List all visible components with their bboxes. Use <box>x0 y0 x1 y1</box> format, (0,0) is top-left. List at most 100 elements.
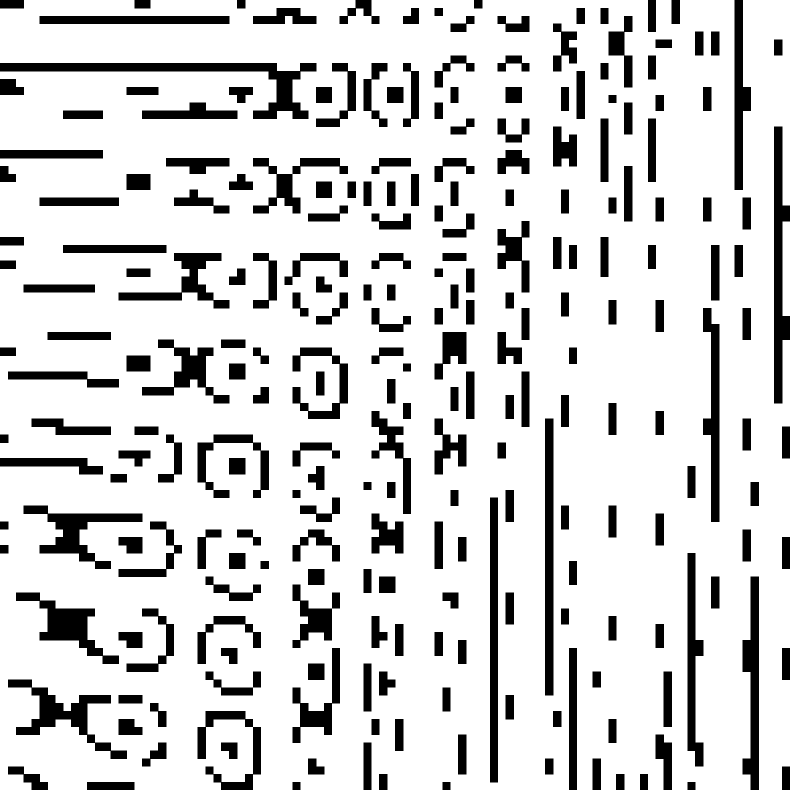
pattern-pixel <box>568 158 578 167</box>
pattern-pixel <box>94 647 104 657</box>
pattern-pixel <box>189 363 198 372</box>
pattern-pixel <box>711 442 720 451</box>
pattern-pixel <box>695 742 704 751</box>
pattern-pixel <box>110 197 119 206</box>
pattern-pixel <box>150 15 159 25</box>
pattern-pixel <box>742 221 751 230</box>
pattern-pixel <box>268 292 277 301</box>
pattern-pixel <box>79 197 88 206</box>
pattern-pixel <box>647 15 657 25</box>
pattern-pixel <box>553 252 562 262</box>
pattern-pixel <box>284 86 293 96</box>
pattern-pixel <box>442 782 451 790</box>
pattern-pixel <box>323 537 333 546</box>
pattern-pixel <box>442 703 451 712</box>
pattern-pixel <box>568 758 578 767</box>
pattern-pixel <box>734 94 743 104</box>
pattern-pixel <box>505 395 514 404</box>
pattern-pixel <box>505 86 514 96</box>
pattern-pixel <box>331 118 341 127</box>
pattern-pixel <box>395 158 404 167</box>
pattern-pixel <box>252 205 262 214</box>
pattern-pixel <box>750 489 759 499</box>
pattern-pixel <box>0 165 9 175</box>
pattern-pixel <box>687 639 696 649</box>
pattern-pixel <box>560 505 570 514</box>
pattern-pixel <box>165 647 175 657</box>
pattern-pixel <box>458 458 467 467</box>
pattern-pixel <box>402 458 412 467</box>
pattern-pixel <box>189 63 198 72</box>
pattern-pixel <box>205 292 214 301</box>
pattern-pixel <box>229 750 238 759</box>
pattern-pixel <box>181 197 190 206</box>
pattern-pixel <box>750 671 759 680</box>
pattern-pixel <box>379 687 388 696</box>
pattern-pixel <box>126 726 135 736</box>
pattern-pixel <box>39 600 48 609</box>
pattern-pixel <box>655 323 664 333</box>
pattern-pixel <box>7 173 17 183</box>
pattern-pixel <box>158 15 167 25</box>
pattern-pixel <box>624 63 633 72</box>
pattern-pixel <box>308 616 317 625</box>
pattern-pixel <box>489 639 499 649</box>
pattern-pixel <box>79 624 88 633</box>
pattern-pixel <box>7 237 17 246</box>
pattern-pixel <box>197 292 206 301</box>
pattern-pixel <box>742 323 751 333</box>
pattern-pixel <box>545 671 554 680</box>
pattern-pixel <box>434 647 443 657</box>
pattern-pixel <box>63 284 72 293</box>
pattern-pixel <box>331 687 341 696</box>
pattern-pixel <box>71 426 80 435</box>
pattern-pixel <box>213 395 222 404</box>
pattern-pixel <box>71 284 80 293</box>
pattern-pixel <box>252 639 262 649</box>
pattern-pixel <box>347 79 356 88</box>
pattern-pixel <box>260 395 269 404</box>
pattern-pixel <box>39 150 48 159</box>
pattern-pixel <box>339 292 348 301</box>
pattern-pixel <box>402 466 412 475</box>
pattern-pixel <box>229 782 238 790</box>
pattern-pixel <box>734 126 743 135</box>
pattern-pixel <box>292 695 301 704</box>
pattern-pixel <box>734 110 743 119</box>
pattern-pixel <box>568 766 578 775</box>
pattern-pixel <box>221 300 230 309</box>
pattern-pixel <box>339 165 348 175</box>
pattern-pixel <box>742 331 751 341</box>
pattern-pixel <box>410 15 420 25</box>
pattern-pixel <box>608 94 617 104</box>
pattern-pixel <box>545 529 554 538</box>
pattern-pixel <box>142 244 151 254</box>
pattern-pixel <box>39 703 48 712</box>
pattern-pixel <box>63 15 72 25</box>
pattern-pixel <box>663 758 672 767</box>
pattern-pixel <box>655 39 664 48</box>
pattern-pixel <box>79 726 88 736</box>
pattern-pixel <box>118 292 127 301</box>
pattern-pixel <box>86 782 96 790</box>
pattern-pixel <box>118 632 127 641</box>
pattern-pixel <box>521 276 530 285</box>
pattern-pixel <box>450 497 459 506</box>
pattern-pixel <box>379 252 388 262</box>
pattern-pixel <box>703 323 712 333</box>
pattern-pixel <box>173 292 183 301</box>
pattern-pixel <box>703 102 712 111</box>
pattern-pixel <box>695 647 704 657</box>
pattern-pixel <box>173 466 183 475</box>
pattern-pixel <box>197 158 206 167</box>
pattern-pixel <box>363 774 372 783</box>
pattern-pixel <box>711 402 720 412</box>
pattern-pixel <box>292 592 301 601</box>
pattern-pixel <box>308 576 317 585</box>
pattern-pixel <box>165 553 175 562</box>
pattern-pixel <box>711 584 720 593</box>
pattern-pixel <box>331 63 341 72</box>
pattern-pixel <box>7 86 17 96</box>
pattern-pixel <box>134 181 143 190</box>
pattern-pixel <box>568 568 578 578</box>
